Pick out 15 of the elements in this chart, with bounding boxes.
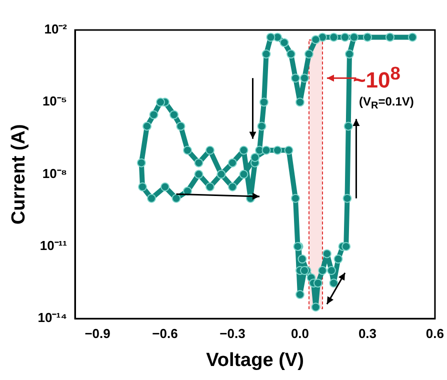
annotation: (V$_{R}$=0.1V) [358, 94, 414, 112]
annotation: ~10$^{8}$ [352, 62, 400, 94]
y-tick-label: 10⁻¹⁴ [38, 310, 68, 326]
x-tick-label: 0.0 [290, 326, 310, 341]
x-tick-label: −0.9 [84, 326, 110, 341]
y-tick-label: 10⁻² [44, 22, 68, 37]
y-tick-label: 10⁻⁵ [42, 94, 68, 109]
y-tick-label: 10⁻¹¹ [40, 238, 68, 254]
x-axis-title: Voltage (V) [206, 350, 304, 371]
x-tick-label: −0.6 [152, 326, 178, 341]
y-axis-title: Current (A) [8, 124, 30, 224]
x-tick-label: 0.3 [358, 326, 377, 341]
x-tick-label: 0.6 [426, 326, 444, 341]
y-tick-label: 10⁻⁸ [42, 166, 68, 181]
x-tick-label: −0.3 [220, 326, 246, 341]
